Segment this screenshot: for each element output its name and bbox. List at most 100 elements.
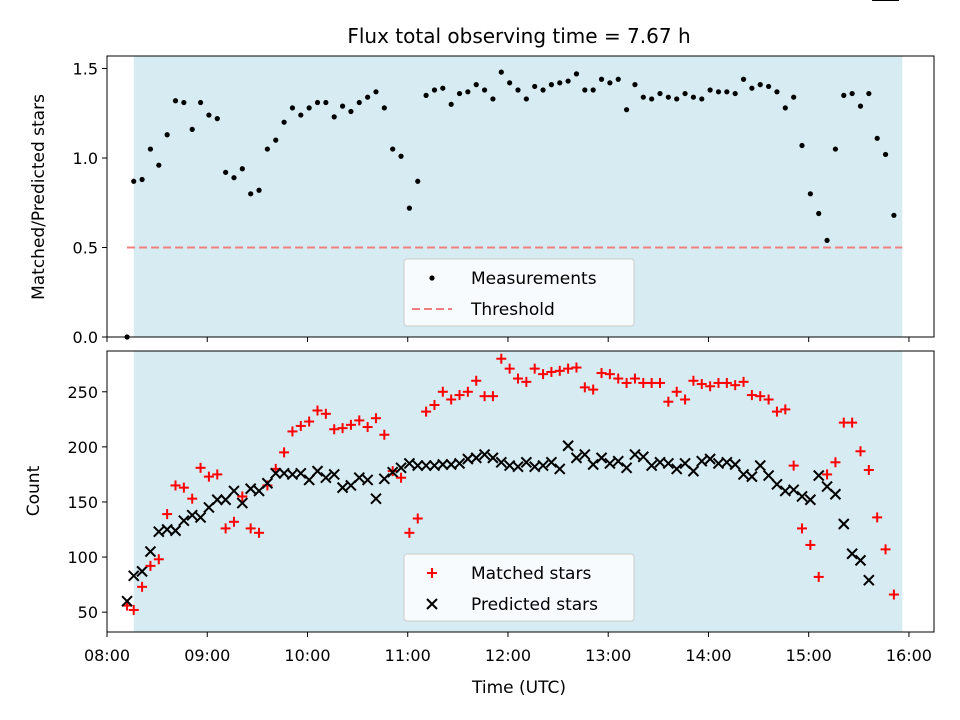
measurement-point	[214, 116, 220, 122]
measurement-point	[515, 87, 521, 93]
predicted-star-marker	[478, 448, 491, 461]
measurement-point	[465, 89, 471, 95]
predicted-star-marker	[169, 524, 182, 537]
measurement-point	[398, 153, 404, 159]
matched-star-marker	[279, 447, 290, 458]
measurement-point	[406, 205, 412, 211]
predicted-star-marker	[153, 526, 165, 538]
measurement-point	[874, 135, 880, 141]
matched-star-marker	[713, 377, 724, 388]
matched-star-marker	[596, 368, 607, 379]
measurement-point	[490, 96, 496, 102]
measurement-point	[139, 176, 145, 183]
measurement-point	[498, 69, 504, 75]
measurement-point	[348, 108, 354, 115]
matched-star-marker	[437, 386, 448, 397]
x-tick-label: 16:00	[886, 646, 932, 665]
predicted-star-marker	[361, 474, 374, 486]
measurement-point	[582, 87, 588, 93]
matched-star-marker	[412, 513, 423, 524]
bottom-y-tick-label: 50	[78, 603, 98, 622]
matched-star-marker	[554, 365, 565, 376]
predicted-star-marker	[295, 467, 307, 480]
matched-star-marker	[771, 406, 782, 417]
predicted-star-marker	[579, 448, 591, 461]
measurement-point	[690, 94, 697, 100]
predicted-star-marker	[236, 497, 249, 509]
predicted-star-marker	[721, 456, 733, 469]
matched-star-marker	[354, 415, 365, 426]
measurement-point	[824, 237, 830, 243]
matched-star-marker	[579, 382, 590, 393]
predicted-star-marker	[328, 468, 340, 481]
measurement-point	[473, 82, 479, 88]
measurement-point	[866, 90, 872, 97]
predicted-star-marker	[796, 490, 808, 503]
measurement-point	[573, 71, 580, 77]
matched-star-marker	[245, 523, 256, 534]
measurement-point	[415, 178, 421, 184]
bottom-y-tick-label: 200	[67, 438, 98, 457]
measurement-point	[682, 90, 688, 97]
measurement-point	[749, 85, 755, 91]
predicted-star-marker	[612, 455, 624, 467]
bottom-y-tick-label: 150	[67, 493, 98, 512]
x-axis-label: Time (UTC)	[471, 678, 566, 698]
matched-star-marker	[178, 482, 189, 493]
measurement-point	[381, 105, 387, 111]
predicted-star-marker	[520, 456, 533, 469]
predicted-star-marker	[704, 453, 716, 465]
top-axes: 0.0 0.5 1.0 1.5	[73, 60, 910, 347]
measurement-point	[598, 76, 605, 82]
matched-star-marker	[304, 416, 315, 427]
measurement-point	[156, 162, 162, 168]
measurement-point	[565, 78, 571, 84]
measurement-point	[715, 89, 722, 95]
matched-star-marker	[362, 422, 373, 433]
matched-star-marker	[479, 391, 490, 402]
matched-star-marker	[696, 379, 707, 390]
measurement-point	[607, 80, 613, 86]
legend-label: Predicted stars	[471, 595, 598, 615]
predicted-star-marker	[395, 462, 407, 474]
measurement-point	[373, 89, 379, 95]
measurement-point	[766, 83, 772, 90]
matched-star-marker	[788, 460, 799, 471]
matched-star-marker	[721, 377, 732, 388]
matched-star-marker	[680, 394, 691, 405]
measurement-point	[740, 76, 747, 82]
matched-star-marker	[429, 399, 440, 410]
measurement-point	[799, 142, 805, 149]
measurement-point	[331, 114, 337, 120]
predicted-star-marker	[437, 458, 449, 471]
matched-star-marker	[287, 426, 298, 437]
matched-star-marker	[780, 404, 791, 415]
measurement-point	[365, 94, 371, 100]
x-tick-label: 10:00	[284, 646, 330, 665]
legend-label: Threshold	[470, 300, 555, 320]
predicted-star-marker	[687, 465, 700, 477]
measurement-point	[891, 212, 897, 218]
predicted-star-marker	[662, 457, 675, 470]
legend-measurement-marker	[429, 275, 435, 281]
measurement-point	[807, 191, 813, 197]
x-tick-label: 13:00	[585, 646, 631, 665]
matched-star-marker	[228, 516, 239, 527]
bottom-plot-frame	[106, 350, 935, 633]
measurement-point	[248, 191, 254, 197]
predicted-star-marker	[412, 459, 424, 472]
measurement-point	[557, 80, 563, 86]
legend-matched-marker	[427, 568, 437, 578]
matched-star-marker	[838, 417, 849, 428]
legend-predicted-marker	[426, 598, 438, 610]
matched-star-marker	[487, 391, 498, 402]
matched-star-marker	[370, 413, 381, 424]
measurement-point	[841, 92, 847, 98]
measurement-point	[816, 210, 822, 217]
matched-star-marker	[613, 373, 624, 384]
matched-star-marker	[379, 429, 390, 440]
predicted-star-marker	[420, 459, 432, 472]
matched-star-marker	[888, 589, 899, 600]
predicted-star-marker	[838, 518, 850, 530]
measurement-point	[657, 90, 663, 97]
